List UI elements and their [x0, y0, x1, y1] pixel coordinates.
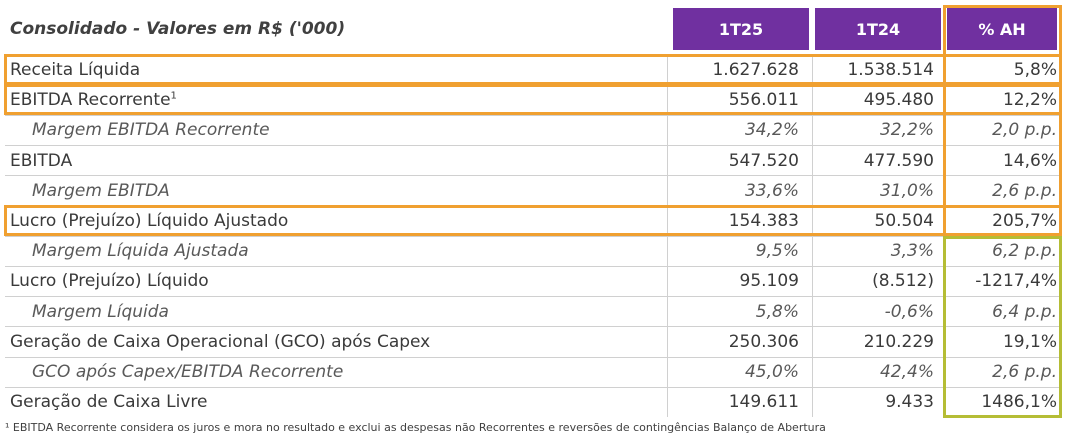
- column-header-1t25: 1T25: [673, 8, 809, 50]
- row-divider: [5, 175, 1061, 177]
- table-row: Margem Líquida Ajustada 9,5% 3,3% 6,2 p.p.: [5, 236, 1061, 266]
- row-label-text: Receita Líquida: [10, 60, 141, 80]
- row-label: Geração de Caixa Operacional (GCO) após …: [10, 332, 430, 352]
- row-label-text: Margem Líquida: [32, 301, 169, 322]
- value-ah: 14,6%: [1002, 150, 1057, 171]
- footnote: ¹ EBITDA Recorrente considera os juros e…: [5, 421, 826, 434]
- table-row: Lucro (Prejuízo) Líquido Ajustado 154.383…: [5, 206, 1061, 236]
- value-ah: 12,2%: [1002, 90, 1057, 111]
- row-label-text: Geração de Caixa Operacional (GCO) após …: [10, 331, 431, 352]
- value-1t24: 42,4%: [879, 362, 934, 382]
- footnote-marker: 1: [170, 90, 177, 102]
- table-row: EBITDA 547.520 477.590 14,6%: [5, 146, 1061, 176]
- table-row: Margem EBITDA 33,6% 31,0% 2,6 p.p.: [5, 176, 1061, 206]
- value-1t25: 1.627.628: [712, 60, 799, 80]
- value-1t24: 32,2%: [879, 120, 934, 141]
- row-label: Margem Líquida: [32, 302, 169, 322]
- table-row: Receita Líquida 1.627.628 1.538.514 5,8%: [5, 55, 1061, 85]
- row-divider: [5, 326, 1061, 328]
- row-label: GCO após Capex/EBITDA Recorrente: [32, 362, 343, 382]
- row-divider: [5, 145, 1061, 147]
- row-label: Margem Líquida Ajustada: [32, 241, 249, 261]
- value-ah: -1217,4%: [975, 271, 1057, 292]
- value-1t24: 210.229: [863, 331, 934, 352]
- value-1t24: -0,6%: [884, 301, 934, 322]
- row-label: Lucro (Prejuízo) Líquido Ajustado: [10, 211, 288, 231]
- value-1t25: 34,2%: [744, 120, 799, 141]
- table-row: Geração de Caixa Operacional (GCO) após …: [5, 327, 1061, 357]
- value-1t25: 154.383: [728, 211, 799, 231]
- row-label: EBITDA: [10, 151, 72, 171]
- row-label-text: GCO após Capex/EBITDA Recorrente: [32, 362, 344, 382]
- value-1t25: 556.011: [728, 90, 799, 111]
- value-1t25: 250.306: [728, 331, 799, 352]
- value-ah: 19,1%: [1002, 331, 1057, 352]
- row-label-text: Margem EBITDA Recorrente: [32, 120, 270, 141]
- row-divider: [5, 356, 1061, 358]
- row-label: Geração de Caixa Livre: [10, 392, 207, 412]
- value-ah: 6,4 p.p.: [992, 301, 1057, 322]
- value-ah: 2,6 p.p.: [992, 180, 1057, 201]
- value-1t24: (8.512): [872, 271, 934, 292]
- value-1t24: 3,3%: [890, 241, 934, 262]
- row-divider: [5, 265, 1061, 267]
- row-label-text: Lucro (Prejuízo) Líquido: [10, 271, 209, 292]
- value-1t24: 477.590: [863, 150, 934, 171]
- value-1t24: 495.480: [863, 90, 934, 111]
- value-ah: 2,6 p.p.: [992, 362, 1057, 382]
- row-label-text: Geração de Caixa Livre: [10, 392, 208, 413]
- row-label-text: EBITDA Recorrente: [10, 90, 171, 111]
- table-row: GCO após Capex/EBITDA Recorrente 45,0% 42,…: [5, 357, 1061, 387]
- row-label: Margem EBITDA: [32, 181, 170, 201]
- value-1t24: 1.538.514: [847, 60, 934, 80]
- table-row: Margem EBITDA Recorrente 34,2% 32,2% 2,0 p.…: [5, 115, 1061, 145]
- table-title: Consolidado - Valores em R$ ('000): [10, 19, 346, 39]
- value-1t25: 149.611: [728, 392, 799, 413]
- row-divider: [5, 296, 1061, 298]
- value-ah: 5,8%: [1013, 60, 1057, 80]
- value-1t24: 31,0%: [879, 180, 934, 201]
- value-1t25: 95.109: [739, 271, 799, 292]
- table-row: Margem Líquida 5,8% -0,6% 6,4 p.p.: [5, 297, 1061, 327]
- row-label: Margem EBITDA Recorrente: [32, 120, 270, 140]
- value-1t24: 50.504: [874, 211, 934, 231]
- value-1t25: 45,0%: [744, 362, 799, 382]
- value-1t25: 33,6%: [744, 180, 799, 201]
- row-divider: [5, 235, 1061, 237]
- value-ah: 205,7%: [992, 211, 1057, 231]
- row-label-text: Margem EBITDA: [32, 180, 170, 201]
- column-header-ah: % AH: [947, 8, 1057, 50]
- value-ah: 2,0 p.p.: [992, 120, 1057, 141]
- row-label-text: Lucro (Prejuízo) Líquido Ajustado: [10, 211, 289, 231]
- value-1t24: 9.433: [885, 392, 934, 413]
- column-header-1t24: 1T24: [815, 8, 941, 50]
- value-1t25: 9,5%: [755, 241, 799, 262]
- table-row: EBITDA Recorrente1 556.011 495.480 12,2%: [5, 85, 1061, 115]
- table-row: Geração de Caixa Livre 149.611 9.433 1486,1…: [5, 387, 1061, 417]
- value-ah: 6,2 p.p.: [992, 241, 1057, 262]
- row-divider: [5, 114, 1061, 116]
- row-label: Receita Líquida: [10, 60, 140, 80]
- table-row: Lucro (Prejuízo) Líquido 95.109 (8.512) -12…: [5, 266, 1061, 296]
- row-label: EBITDA Recorrente1: [10, 90, 177, 110]
- value-1t25: 547.520: [728, 150, 799, 171]
- value-ah: 1486,1%: [981, 392, 1057, 413]
- row-label-text: Margem Líquida Ajustada: [32, 241, 249, 262]
- row-label: Lucro (Prejuízo) Líquido: [10, 271, 209, 291]
- row-label-text: EBITDA: [10, 150, 73, 171]
- row-divider: [5, 386, 1061, 388]
- value-1t25: 5,8%: [755, 301, 799, 322]
